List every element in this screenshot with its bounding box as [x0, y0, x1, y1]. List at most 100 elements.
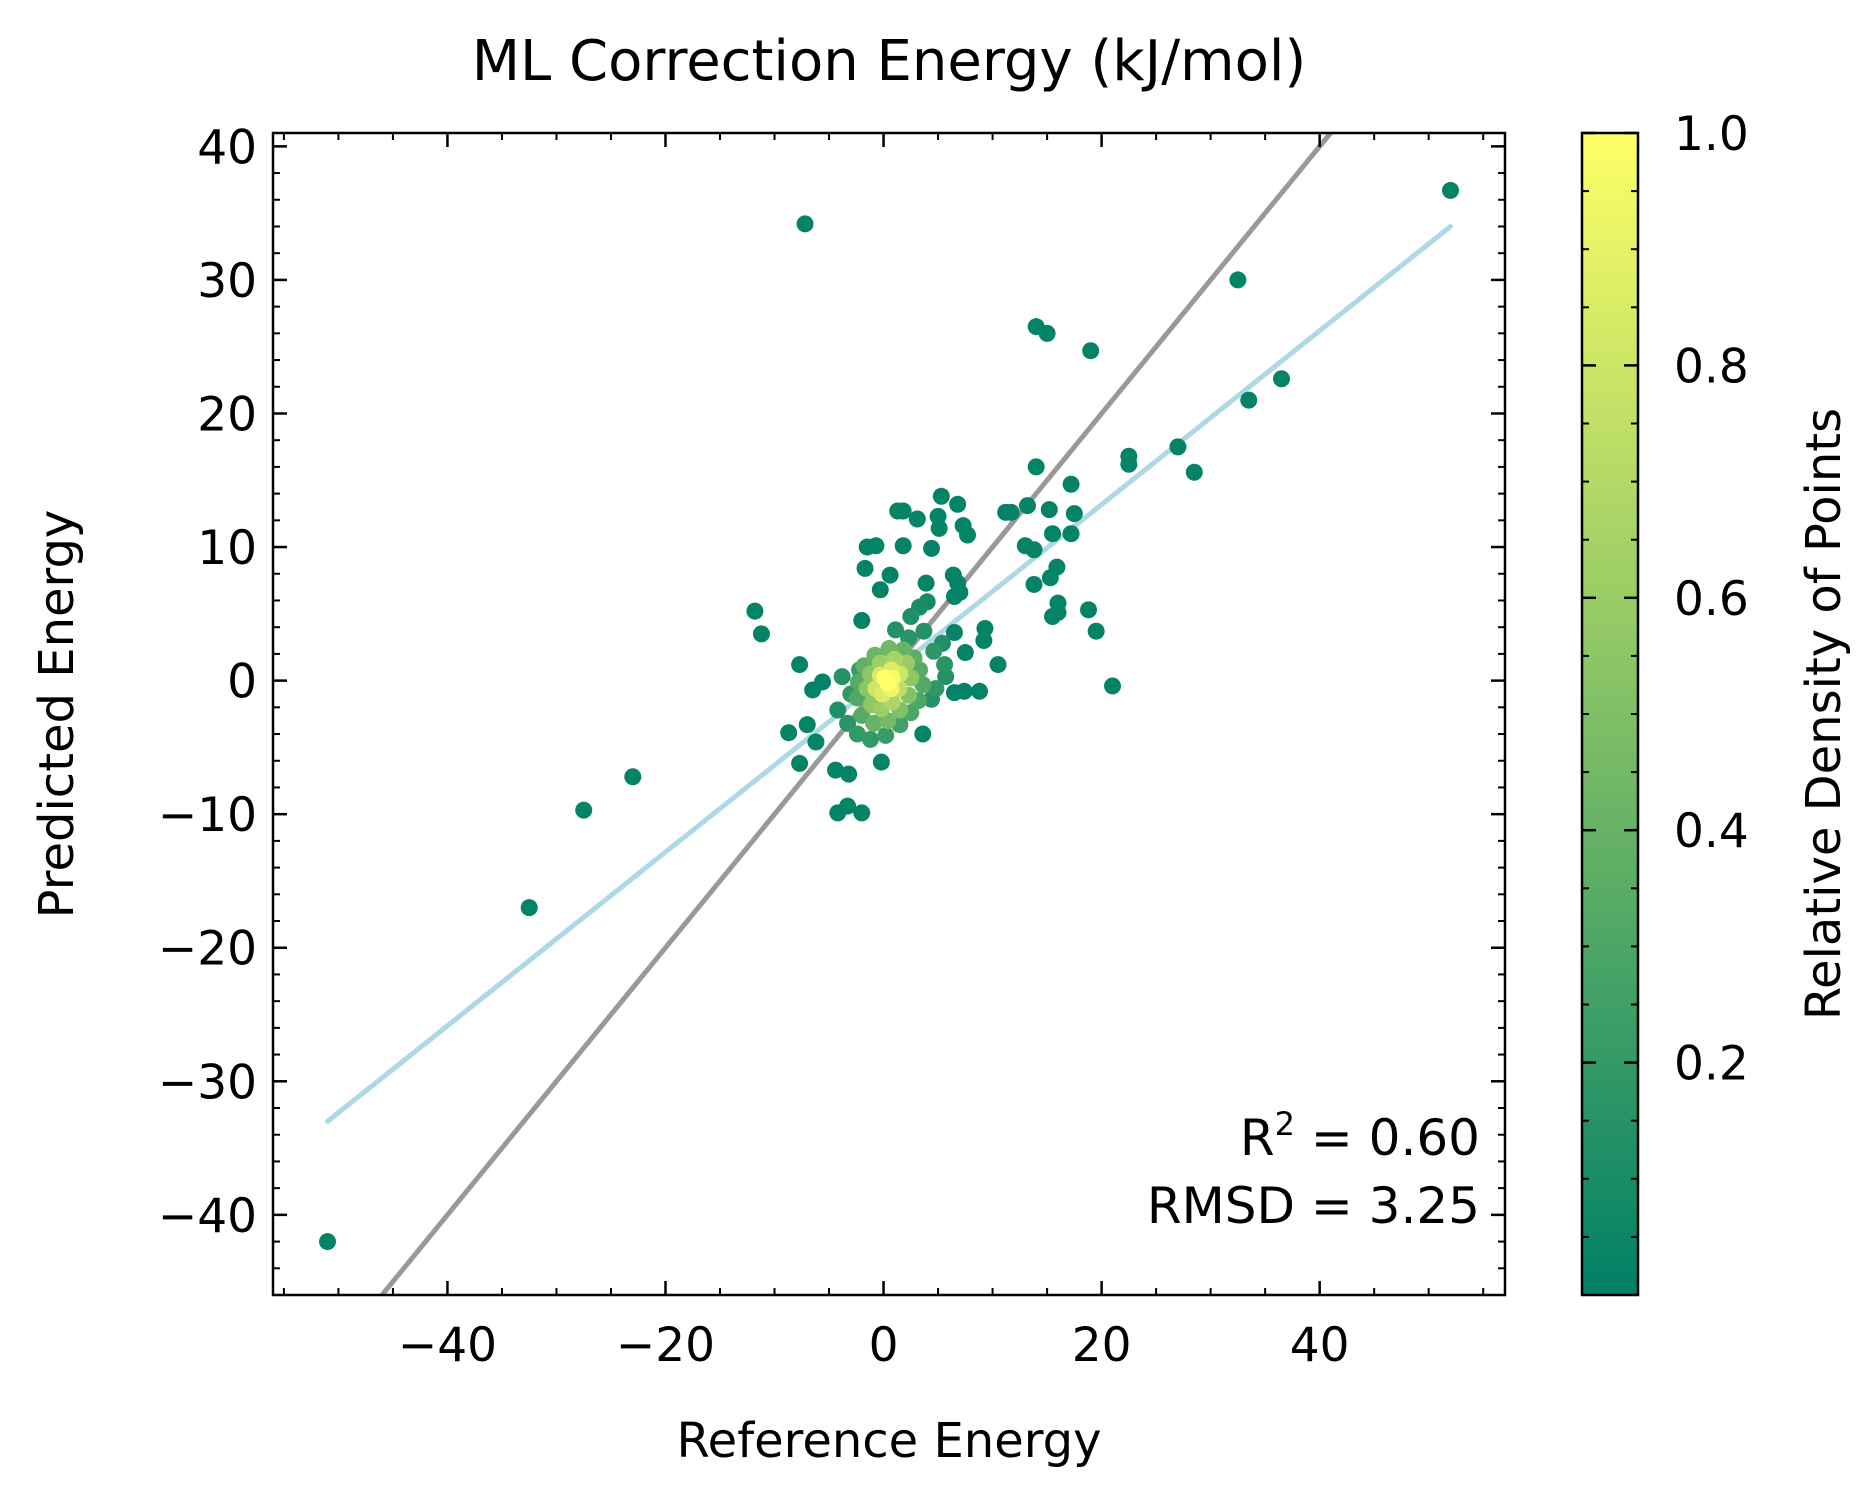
colorbar-tick-label: 1.0	[1674, 107, 1749, 162]
colorbar-tick-label: 0.2	[1674, 1037, 1749, 1092]
data-point	[881, 566, 899, 584]
data-point	[791, 656, 809, 674]
data-point	[867, 537, 885, 555]
data-point	[894, 537, 912, 555]
y-tick-label: 30	[197, 254, 257, 309]
data-point	[829, 701, 847, 719]
data-point	[956, 644, 974, 662]
data-point	[848, 725, 866, 743]
data-point	[989, 656, 1007, 674]
y-axis-title: Predicted Energy	[29, 510, 85, 919]
data-point	[902, 607, 920, 625]
data-point	[1120, 455, 1138, 473]
data-point	[872, 753, 890, 771]
data-point	[752, 625, 770, 643]
data-point	[856, 559, 874, 577]
data-point	[945, 587, 963, 605]
data-point	[807, 733, 825, 751]
data-point	[936, 656, 954, 674]
data-point	[1018, 497, 1036, 515]
data-point	[970, 682, 988, 700]
data-point	[871, 581, 889, 599]
y-tick-label: 0	[227, 655, 257, 710]
data-point	[1041, 569, 1059, 587]
chart-title: ML Correction Energy (kJ/mol)	[472, 29, 1307, 94]
y-tick-label: 20	[197, 387, 257, 442]
r2-value: = 0.60	[1295, 1109, 1480, 1167]
data-point	[1002, 503, 1020, 521]
rmsd-annotation: RMSD = 3.25	[1147, 1177, 1480, 1235]
data-point	[839, 714, 857, 732]
plot-frame	[271, 131, 1507, 1297]
r2-symbol: R	[1240, 1109, 1275, 1167]
data-point	[925, 642, 943, 660]
data-point	[1087, 622, 1105, 640]
data-point	[1082, 342, 1100, 360]
data-point	[798, 716, 816, 734]
data-point	[932, 487, 950, 505]
data-point	[624, 768, 642, 786]
data-point	[1104, 677, 1122, 695]
colorbar-gradient	[1580, 131, 1640, 1297]
x-tick-label: 20	[1072, 1318, 1132, 1373]
data-point	[575, 801, 593, 819]
data-point	[915, 622, 933, 640]
data-point	[1169, 438, 1187, 456]
data-point	[975, 632, 993, 650]
y-tick-label: −10	[158, 788, 257, 843]
x-tick-label: 0	[869, 1318, 899, 1373]
data-point	[877, 726, 895, 744]
r2-superscript: 2	[1275, 1105, 1295, 1143]
data-point	[949, 495, 967, 513]
y-tick-label: 40	[197, 120, 257, 175]
data-point	[796, 215, 814, 233]
y-tick-label: 10	[197, 521, 257, 576]
data-point	[1272, 370, 1290, 388]
data-point	[945, 684, 963, 702]
data-point	[853, 706, 871, 724]
colorbar-tick-label: 0.6	[1674, 572, 1749, 627]
data-point	[746, 602, 764, 620]
data-point	[319, 1233, 337, 1251]
x-tick-label: −40	[398, 1318, 497, 1373]
data-point	[791, 754, 809, 772]
data-point	[1065, 505, 1083, 523]
plot-area: −40 −20 0 20 40 −40 −30 −20 −10 0 10 20 30 40	[158, 120, 1507, 1373]
data-point	[887, 621, 905, 639]
data-point	[1049, 603, 1067, 621]
x-axis-ticks: −40 −20 0 20 40	[282, 133, 1485, 1373]
data-point	[1038, 324, 1056, 342]
y-tick-label: −20	[158, 922, 257, 977]
data-point	[827, 761, 845, 779]
data-point	[1027, 458, 1045, 476]
data-point	[945, 624, 963, 642]
data-point	[1025, 541, 1043, 559]
data-point	[1229, 271, 1247, 289]
data-point	[923, 539, 941, 557]
data-point	[520, 899, 538, 917]
colorbar-title: Relative Density of Points	[1796, 408, 1852, 1020]
data-point	[839, 797, 857, 815]
x-tick-label: 40	[1290, 1318, 1350, 1373]
x-tick-label: −20	[616, 1318, 715, 1373]
data-point	[1025, 575, 1043, 593]
y-tick-label: −40	[158, 1189, 257, 1244]
colorbar-tick-label: 0.4	[1674, 804, 1749, 859]
data-point	[865, 714, 883, 732]
data-point	[1040, 501, 1058, 519]
data-points	[319, 181, 1459, 1251]
colorbar-tick-label: 0.8	[1674, 339, 1749, 394]
data-point	[958, 526, 976, 544]
data-point	[1185, 463, 1203, 481]
data-point	[930, 519, 948, 537]
x-axis-title: Reference Energy	[676, 1413, 1101, 1469]
colorbar-ticks: 0.2 0.4 0.6 0.8 1.0	[1582, 107, 1749, 1238]
data-point	[853, 612, 871, 630]
data-point	[917, 574, 935, 592]
colorbar: 0.2 0.4 0.6 0.8 1.0 Relative Density of Poin…	[1580, 107, 1852, 1297]
data-point	[894, 502, 912, 520]
data-point	[1044, 525, 1062, 543]
y-tick-label: −30	[158, 1055, 257, 1110]
data-point	[1441, 181, 1459, 199]
